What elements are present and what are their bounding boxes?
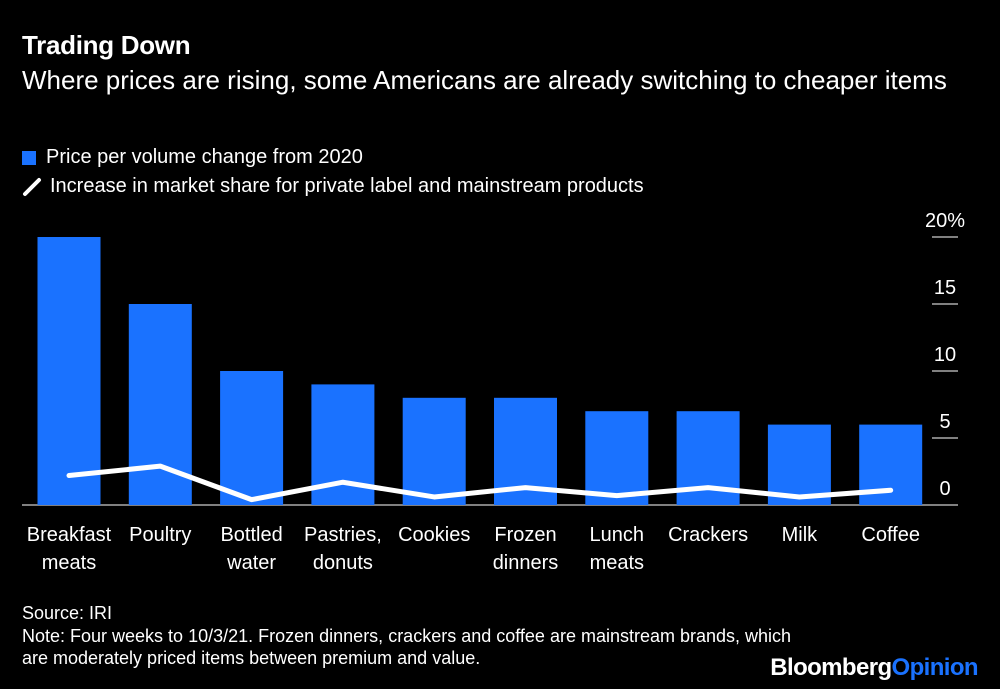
x-tick-label: Bottled (220, 524, 282, 546)
line-series (66, 463, 894, 503)
x-tick-label: Milk (782, 524, 819, 546)
y-tick-label: 20% (925, 210, 965, 232)
legend-line-entry: Increase in market share for private lab… (22, 175, 644, 198)
x-tick-label: Cookies (398, 524, 470, 546)
x-tick-label: dinners (493, 552, 559, 574)
x-tick-label: meats (590, 552, 644, 574)
legend-line-swatch (23, 177, 41, 196)
bar-series (37, 237, 923, 505)
bar (402, 397, 466, 505)
x-tick-label: Poultry (129, 524, 191, 546)
legend-bar-label: Price per volume change from 2020 (46, 146, 363, 168)
x-tick-label: water (226, 552, 276, 574)
legend-bar-entry: Price per volume change from 2020 (22, 146, 363, 169)
y-tick-label: 0 (939, 478, 950, 500)
y-tick-label: 10 (934, 344, 956, 366)
x-tick-label: donuts (313, 552, 373, 574)
bloomberg-opinion-logo: BloombergOpinion (770, 654, 978, 682)
x-tick-label: meats (42, 552, 96, 574)
x-tick-label: Frozen (494, 524, 556, 546)
x-tick-label: Crackers (668, 524, 748, 546)
bar-line-chart: 20% 15 10 5 0 Breakfast meats Poultry Bottled wa… (22, 210, 965, 574)
x-tick-label: Pastries, (304, 524, 382, 546)
source-note: Source: IRI (22, 603, 113, 623)
brand-opinion: Opinion (891, 654, 979, 681)
bar (37, 237, 101, 505)
bar (767, 424, 831, 505)
footnote: Note: Four weeks to 10/3/21. Frozen dinn… (22, 626, 792, 668)
legend-bar-swatch (22, 150, 36, 165)
x-tick-label: Breakfast (27, 524, 112, 546)
brand-bloomberg: Bloomberg (770, 654, 892, 681)
x-tick-label: Coffee (861, 524, 920, 546)
bar (585, 411, 649, 505)
y-tick-label: 5 (939, 411, 950, 433)
x-tick-label: Lunch (590, 524, 645, 546)
y-tick-label: 15 (934, 277, 956, 299)
bar (220, 371, 284, 505)
x-axis-labels: Breakfast meats Poultry Bottled water Pastrie… (27, 524, 920, 574)
market-share-line (66, 463, 894, 503)
chart-subtitle: Where prices are rising, some Americans … (22, 65, 947, 95)
chart-title: Trading Down (22, 30, 191, 60)
legend-line-label: Increase in market share for private lab… (50, 175, 644, 197)
